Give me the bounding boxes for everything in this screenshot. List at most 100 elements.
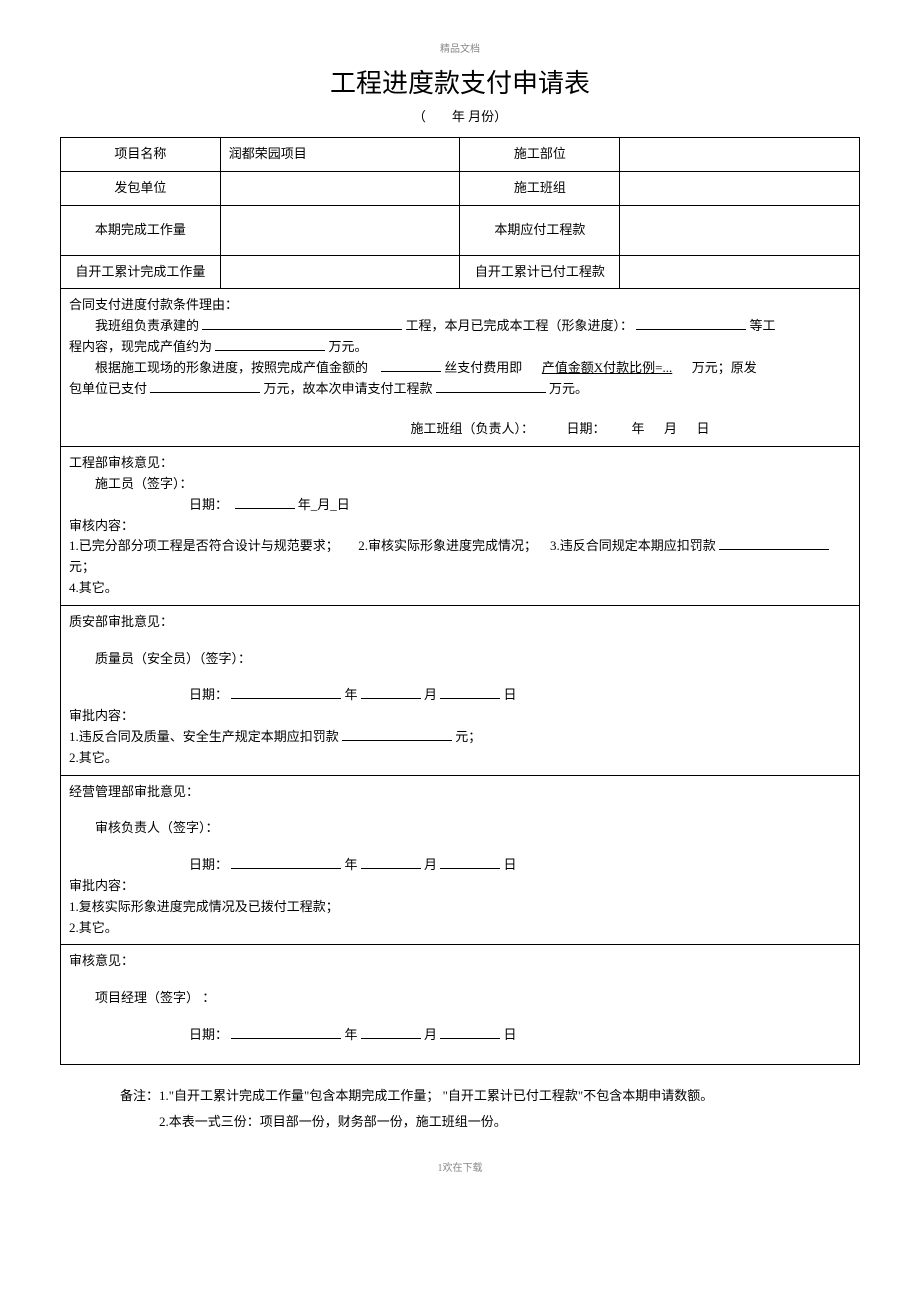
section-audit: 审核意见： 项目经理（签字） ： 日期： 年 月 日 (61, 945, 860, 1064)
day-label: 日 (504, 1027, 517, 1042)
text: 万元，故本次申请支付工程款 (264, 381, 433, 396)
row-current-work: 本期完成工作量 本期应付工程款 (61, 205, 860, 255)
form-table: 项目名称 润都荣园项目 施工部位 发包单位 施工班组 本期完成工作量 本期应付工… (60, 137, 860, 1065)
month-label: 月 (424, 687, 437, 702)
item-suffix: 元； (69, 559, 95, 574)
blank (361, 686, 421, 699)
value-current-work (220, 205, 460, 255)
year-label: 年 (345, 687, 358, 702)
day-label: 日 (697, 421, 710, 436)
text: 程内容，现完成产值约为 (69, 339, 212, 354)
row-cumulative: 自开工累计完成工作量 自开工累计已付工程款 (61, 255, 860, 289)
text: 万元；原发 (692, 360, 757, 375)
label-cum-work: 自开工累计完成工作量 (61, 255, 221, 289)
month-label: 月 (664, 421, 677, 436)
year-label: 年 (631, 421, 644, 436)
text: 包单位已支付 (69, 381, 147, 396)
year-label: 年 (345, 857, 358, 872)
date-label: 日期： (189, 857, 228, 872)
eng-content-label: 审核内容： (69, 516, 851, 537)
blank (342, 728, 452, 741)
formula-text: 产值金额X付款比例=... (542, 360, 672, 375)
mgmt-item2: 2.其它。 (69, 918, 851, 939)
item: 3.违反合同规定本期应扣罚款 (550, 538, 716, 553)
label-team: 施工班组 (460, 171, 620, 205)
mgmt-date: 日期： 年 月 日 (69, 855, 851, 876)
audit-signer: 项目经理（签字） ： (69, 988, 851, 1009)
qa-content-label: 审批内容： (69, 706, 851, 727)
blank (719, 537, 829, 550)
page-title: 工程进度款支付申请表 (60, 63, 860, 100)
reason-line4: 包单位已支付 万元，故本次申请支付工程款 万元。 (69, 379, 851, 400)
text: 我班组负责承建的 (95, 318, 199, 333)
note-1: 备注：1."自开工累计完成工作量"包含本期完成工作量； "自开工累计已付工程款"… (120, 1083, 800, 1109)
blank (361, 1026, 421, 1039)
label-cum-pay: 自开工累计已付工程款 (460, 255, 620, 289)
sig-label: 施工班组（负责人）： (410, 421, 534, 436)
mgmt-content-label: 审批内容： (69, 876, 851, 897)
label-project-name: 项目名称 (61, 138, 221, 172)
label-current-work: 本期完成工作量 (61, 205, 221, 255)
eng-item4: 4.其它。 (69, 578, 851, 599)
reason-head: 合同支付进度付款条件理由： (69, 295, 851, 316)
page-subtitle: （ 年 月份） (60, 106, 860, 125)
item: 1.违反合同及质量、安全生产规定本期应扣罚款 (69, 729, 339, 744)
subtitle-prefix: （ (413, 109, 426, 124)
mgmt-item1: 1.复核实际形象进度完成情况及已拨付工程款； (69, 897, 851, 918)
audit-date: 日期： 年 月 日 (69, 1025, 851, 1046)
mgmt-head: 经营管理部审批意见： (69, 782, 851, 803)
value-project-name: 润都荣园项目 (220, 138, 460, 172)
blank (381, 359, 441, 372)
label-contractor: 发包单位 (61, 171, 221, 205)
blank (636, 317, 746, 330)
subtitle-suffix: 年 月份） (452, 109, 507, 124)
item: 2.审核实际形象进度完成情况； (358, 538, 537, 553)
page-footer: 1欢在下载 (60, 1159, 860, 1174)
note-2: 2.本表一式三份：项目部一份，财务部一份，施工班组一份。 (120, 1109, 800, 1135)
qa-item1: 1.违反合同及质量、安全生产规定本期应扣罚款 元； (69, 727, 851, 748)
section-reason: 合同支付进度付款条件理由： 我班组负责承建的 工程，本月已完成本工程（形象进度）… (61, 289, 860, 447)
text: 丝支付费用即 (444, 360, 522, 375)
blank (440, 686, 500, 699)
blank (361, 856, 421, 869)
qa-head: 质安部审批意见： (69, 612, 851, 633)
header-note: 精品文档 (60, 40, 860, 55)
value-contractor (220, 171, 460, 205)
eng-items: 1.已完分部分项工程是否符合设计与规范要求； 2.审核实际形象进度完成情况； 3… (69, 536, 851, 578)
month-label: 月 (424, 857, 437, 872)
blank (231, 856, 341, 869)
item-suffix: 元； (455, 729, 481, 744)
section-quality: 质安部审批意见： 质量员（安全员）（签字）： 日期： 年 月 日 审批内容： 1… (61, 605, 860, 775)
date-suffix: 年_月_日 (298, 497, 350, 512)
eng-signer: 施工员（签字）： (69, 474, 851, 495)
date-label: 日期： (189, 497, 228, 512)
qa-signer: 质量员（安全员）（签字）： (69, 649, 851, 670)
date-label: 日期： (189, 687, 228, 702)
row-project: 项目名称 润都荣园项目 施工部位 (61, 138, 860, 172)
blank (231, 686, 341, 699)
item: 1.已完分部分项工程是否符合设计与规范要求； (69, 538, 339, 553)
value-cum-pay (620, 255, 860, 289)
value-current-pay (620, 205, 860, 255)
date-label: 日期： (566, 421, 605, 436)
footer-notes: 备注：1."自开工累计完成工作量"包含本期完成工作量； "自开工累计已付工程款"… (120, 1083, 800, 1135)
eng-head: 工程部审核意见： (69, 453, 851, 474)
reason-line1: 我班组负责承建的 工程，本月已完成本工程（形象进度）： 等工 (69, 316, 851, 337)
blank (215, 338, 325, 351)
text: 根据施工现场的形象进度，按照完成产值金额的 (95, 360, 368, 375)
reason-signature-line: 施工班组（负责人）： 日期： 年 月 日 (69, 419, 851, 440)
day-label: 日 (504, 687, 517, 702)
day-label: 日 (504, 857, 517, 872)
year-label: 年 (345, 1027, 358, 1042)
blank (440, 856, 500, 869)
blank (440, 1026, 500, 1039)
value-position (620, 138, 860, 172)
section-management: 经营管理部审批意见： 审核负责人（签字）： 日期： 年 月 日 审批内容： 1.… (61, 775, 860, 945)
reason-line2: 程内容，现完成产值约为 万元。 (69, 337, 851, 358)
eng-date: 日期： 年_月_日 (69, 495, 851, 516)
audit-head: 审核意见： (69, 951, 851, 972)
row-contractor: 发包单位 施工班组 (61, 171, 860, 205)
text: 等工 (750, 318, 776, 333)
label-current-pay: 本期应付工程款 (460, 205, 620, 255)
label-position: 施工部位 (460, 138, 620, 172)
